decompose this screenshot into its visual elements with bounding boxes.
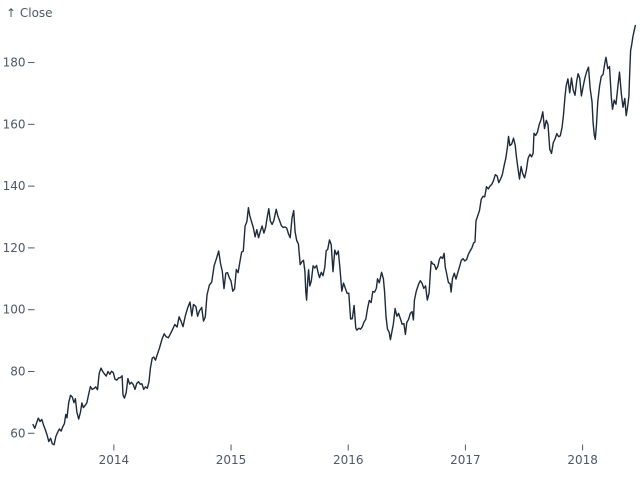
x-axis-ticks: 2014 2015 2016 2017 2018: [99, 444, 598, 467]
x-tick-label: 2016: [333, 453, 364, 467]
y-axis-ticks: 60 80 100 120 140 160 180: [3, 56, 35, 440]
y-tick-label: 80: [10, 364, 25, 378]
y-tick-label: 180: [3, 56, 26, 70]
y-tick-label: 60: [10, 426, 25, 440]
x-tick-label: 2014: [99, 453, 130, 467]
y-tick-label: 160: [3, 117, 26, 131]
y-tick-label: 120: [3, 241, 26, 255]
price-line: [32, 24, 636, 446]
x-tick-label: 2017: [450, 453, 481, 467]
x-tick-label: 2015: [216, 453, 247, 467]
x-tick-label: 2018: [567, 453, 598, 467]
y-tick-label: 100: [3, 303, 26, 317]
y-tick-label: 140: [3, 179, 26, 193]
y-axis-title: ↑ Close: [6, 6, 53, 20]
